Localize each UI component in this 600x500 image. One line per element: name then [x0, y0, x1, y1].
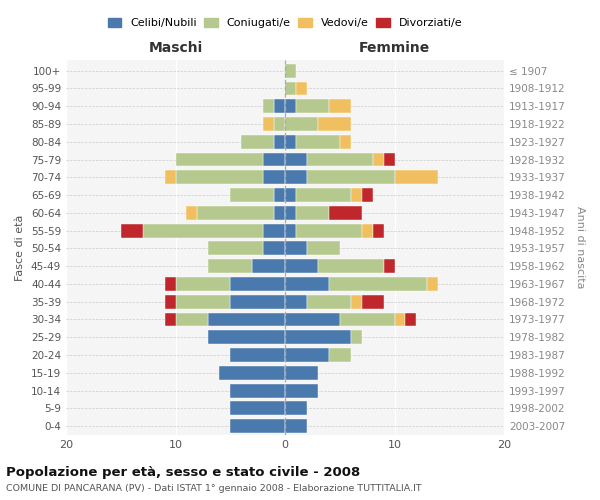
Bar — [285, 419, 307, 433]
Text: COMUNE DI PANCARANA (PV) - Dati ISTAT 1° gennaio 2008 - Elaborazione TUTTITALIA.: COMUNE DI PANCARANA (PV) - Dati ISTAT 1°… — [6, 484, 422, 493]
Bar — [230, 295, 285, 308]
Bar — [176, 295, 230, 308]
Bar — [176, 312, 208, 326]
Bar — [263, 224, 285, 237]
Bar — [285, 224, 296, 237]
Bar — [285, 64, 296, 78]
Bar — [373, 152, 383, 166]
Text: Maschi: Maschi — [148, 40, 203, 54]
Bar — [329, 348, 350, 362]
Bar — [274, 135, 285, 148]
Bar — [252, 259, 285, 273]
Bar — [296, 100, 329, 113]
Bar — [427, 277, 438, 291]
Bar — [362, 224, 373, 237]
Bar — [329, 206, 362, 220]
Bar — [307, 152, 373, 166]
Bar — [263, 117, 274, 131]
Bar — [263, 242, 285, 256]
Bar — [285, 100, 296, 113]
Bar — [285, 206, 296, 220]
Bar — [285, 277, 329, 291]
Bar — [296, 82, 307, 96]
Bar — [285, 295, 307, 308]
Bar — [176, 277, 230, 291]
Bar — [296, 206, 329, 220]
Bar — [285, 312, 340, 326]
Bar — [340, 312, 395, 326]
Bar — [296, 135, 340, 148]
Bar — [121, 224, 143, 237]
Bar — [285, 366, 318, 380]
Bar — [263, 170, 285, 184]
Bar — [164, 312, 176, 326]
Bar — [373, 224, 383, 237]
Bar — [285, 259, 318, 273]
Bar — [285, 135, 296, 148]
Bar — [307, 170, 395, 184]
Bar — [383, 259, 395, 273]
Bar — [340, 135, 350, 148]
Bar — [362, 188, 373, 202]
Bar — [230, 402, 285, 415]
Bar — [395, 312, 406, 326]
Bar — [395, 170, 438, 184]
Bar — [230, 384, 285, 398]
Bar — [285, 330, 350, 344]
Bar — [230, 348, 285, 362]
Bar — [383, 152, 395, 166]
Bar — [318, 259, 383, 273]
Text: Femmine: Femmine — [359, 40, 430, 54]
Bar — [285, 170, 307, 184]
Bar — [187, 206, 197, 220]
Bar — [176, 170, 263, 184]
Bar — [164, 170, 176, 184]
Bar — [230, 188, 274, 202]
Y-axis label: Anni di nascita: Anni di nascita — [575, 206, 585, 289]
Bar — [285, 242, 307, 256]
Bar — [241, 135, 274, 148]
Y-axis label: Fasce di età: Fasce di età — [16, 214, 25, 280]
Bar — [197, 206, 274, 220]
Bar — [285, 348, 329, 362]
Bar — [296, 188, 350, 202]
Bar — [350, 295, 362, 308]
Bar — [318, 117, 351, 131]
Bar — [230, 419, 285, 433]
Bar — [230, 277, 285, 291]
Bar — [307, 242, 340, 256]
Bar — [350, 330, 362, 344]
Bar — [263, 100, 274, 113]
Bar — [307, 295, 350, 308]
Bar — [208, 242, 263, 256]
Bar — [285, 384, 318, 398]
Bar — [274, 117, 285, 131]
Bar — [208, 312, 285, 326]
Bar — [285, 188, 296, 202]
Bar — [329, 277, 427, 291]
Bar — [208, 259, 252, 273]
Bar — [164, 277, 176, 291]
Bar — [274, 100, 285, 113]
Bar — [362, 295, 383, 308]
Bar — [296, 224, 362, 237]
Bar — [274, 206, 285, 220]
Bar — [285, 117, 318, 131]
Bar — [350, 188, 362, 202]
Bar — [220, 366, 285, 380]
Bar — [176, 152, 263, 166]
Legend: Celibi/Nubili, Coniugati/e, Vedovi/e, Divorziati/e: Celibi/Nubili, Coniugati/e, Vedovi/e, Di… — [103, 13, 467, 32]
Bar — [208, 330, 285, 344]
Bar — [143, 224, 263, 237]
Bar — [263, 152, 285, 166]
Text: Popolazione per età, sesso e stato civile - 2008: Popolazione per età, sesso e stato civil… — [6, 466, 360, 479]
Bar — [329, 100, 350, 113]
Bar — [274, 188, 285, 202]
Bar — [285, 152, 307, 166]
Bar — [285, 402, 307, 415]
Bar — [406, 312, 416, 326]
Bar — [285, 82, 296, 96]
Bar — [164, 295, 176, 308]
